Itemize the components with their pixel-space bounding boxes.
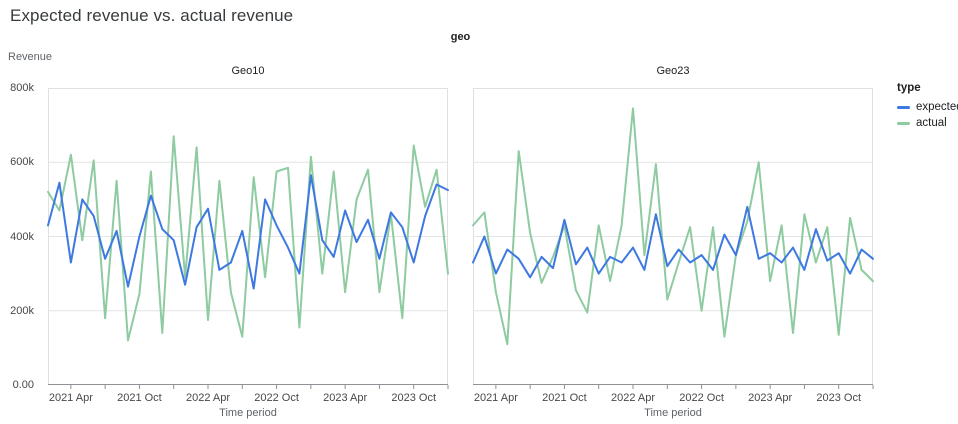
svg-text:2022 Oct: 2022 Oct bbox=[679, 392, 724, 404]
facet-panel-geo23: Geo23 2021 Apr 2021 Oct 2022 Apr 2022 Oct 20… bbox=[472, 62, 874, 420]
svg-text:2023 Apr: 2023 Apr bbox=[748, 392, 792, 404]
expected-series-swatch bbox=[897, 105, 910, 109]
svg-text:2021 Apr: 2021 Apr bbox=[474, 392, 518, 404]
svg-text:2022 Apr: 2022 Apr bbox=[186, 392, 230, 404]
svg-text:2021 Oct: 2021 Oct bbox=[542, 392, 587, 404]
y-axis-title: Revenue bbox=[8, 51, 53, 63]
line-chart-geo10[interactable]: 2021 Apr 2021 Oct 2022 Apr 2022 Oct 2023 Apr… bbox=[47, 88, 449, 420]
y-tick-label: 200k bbox=[10, 305, 34, 317]
legend-item-expected[interactable]: expected bbox=[897, 99, 958, 115]
y-axis-tick-labels: 800k 600k 400k 200k 0.00 bbox=[0, 82, 40, 391]
line-chart-geo23[interactable]: 2021 Apr 2021 Oct 2022 Apr 2022 Oct 2023 Apr… bbox=[472, 88, 874, 420]
facet-title-geo10: Geo10 bbox=[231, 65, 265, 77]
svg-text:Time period: Time period bbox=[219, 407, 277, 419]
svg-text:Time period: Time period bbox=[644, 407, 702, 419]
svg-text:2022 Oct: 2022 Oct bbox=[254, 392, 299, 404]
y-tick-label: 400k bbox=[10, 231, 34, 243]
legend-item-actual[interactable]: actual bbox=[897, 115, 958, 131]
legend-item-label: expected bbox=[916, 101, 958, 113]
facet-title-geo23: Geo23 bbox=[656, 65, 690, 77]
legend: type expected actual bbox=[897, 82, 958, 131]
y-tick-label: 0.00 bbox=[12, 379, 34, 391]
facet-panel-geo10: Geo10 2021 Apr 2021 Oct 2022 Apr 2022 Oct 20… bbox=[47, 62, 449, 420]
y-tick-label: 600k bbox=[10, 156, 34, 168]
svg-text:2023 Apr: 2023 Apr bbox=[323, 392, 367, 404]
svg-text:2023 Oct: 2023 Oct bbox=[816, 392, 861, 404]
facet-field-label: geo bbox=[450, 31, 471, 43]
svg-text:2021 Oct: 2021 Oct bbox=[117, 392, 162, 404]
y-tick-label: 800k bbox=[10, 82, 34, 94]
actual-series-swatch bbox=[897, 121, 910, 125]
svg-text:2023 Oct: 2023 Oct bbox=[391, 392, 436, 404]
svg-text:2022 Apr: 2022 Apr bbox=[611, 392, 655, 404]
svg-text:2021 Apr: 2021 Apr bbox=[49, 392, 93, 404]
page-title: Expected revenue vs. actual revenue bbox=[10, 6, 294, 25]
legend-title: type bbox=[897, 82, 921, 94]
legend-item-label: actual bbox=[916, 117, 947, 129]
